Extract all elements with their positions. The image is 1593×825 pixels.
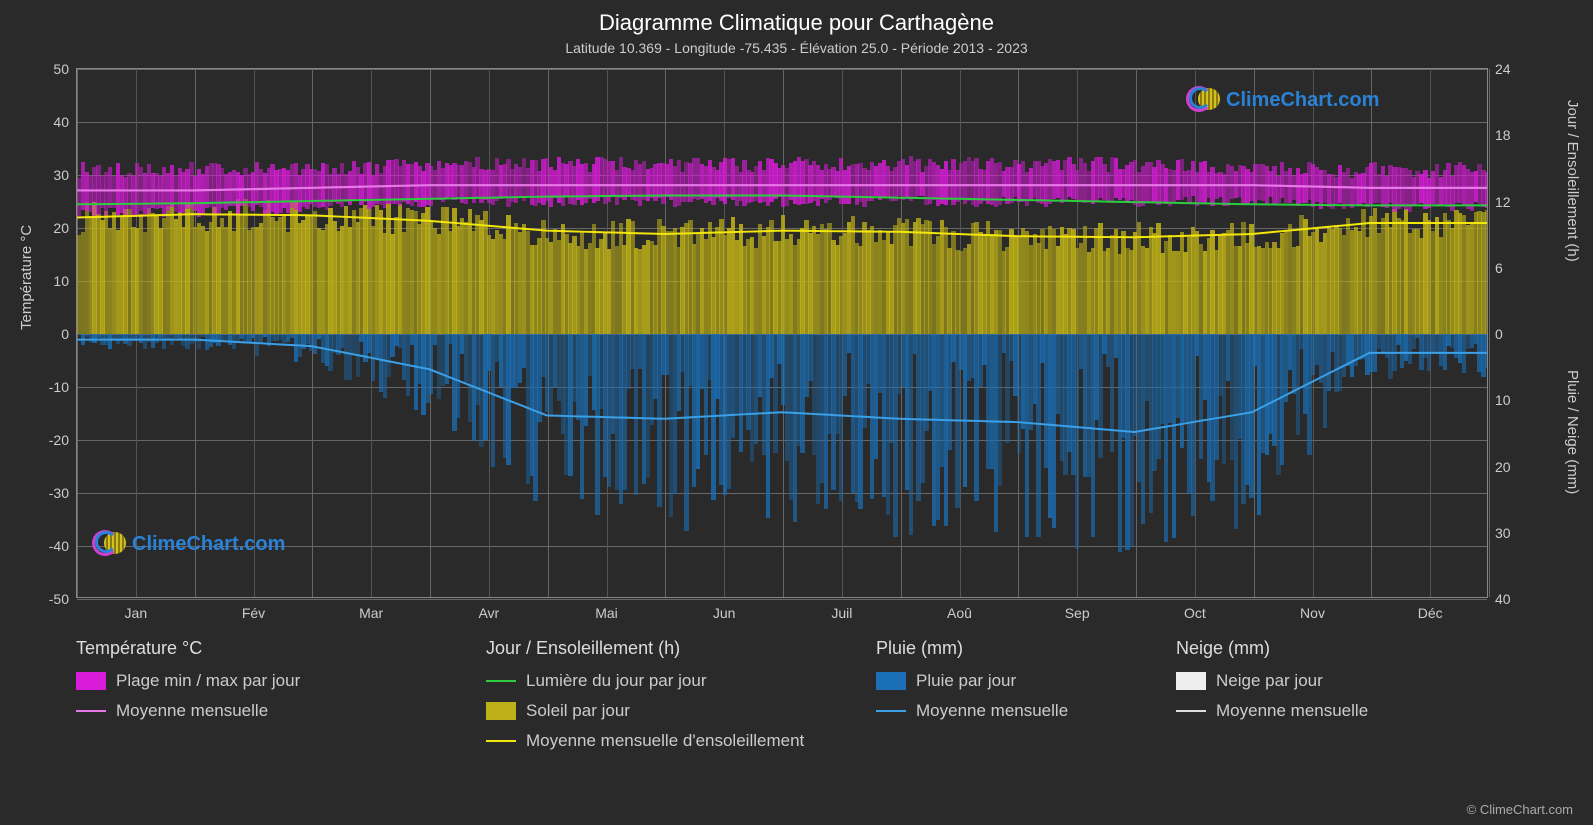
legend-label: Plage min / max par jour	[116, 671, 300, 691]
lines-layer	[77, 69, 1487, 597]
x-tick: Fév	[242, 597, 265, 621]
watermark: ClimeChart.com	[1186, 86, 1379, 114]
x-tick: Juil	[831, 597, 852, 621]
legend-daylight: Jour / Ensoleillement (h) Lumière du jour…	[486, 638, 804, 751]
legend-swatch	[1176, 672, 1206, 690]
y-tick-right: 12	[1487, 194, 1511, 210]
legend-swatch	[486, 740, 516, 742]
y-tick-right: 0	[1487, 326, 1503, 342]
legend-header: Jour / Ensoleillement (h)	[486, 638, 804, 659]
legend-swatch	[876, 710, 906, 712]
y-tick-left: -30	[49, 485, 77, 501]
y-tick-right: 10	[1487, 392, 1511, 408]
y-tick-right: 24	[1487, 61, 1511, 77]
legend-swatch	[876, 672, 906, 690]
x-tick: Nov	[1300, 597, 1325, 621]
y-tick-right: 18	[1487, 127, 1511, 143]
legend-item: Soleil par jour	[486, 701, 804, 721]
watermark: ClimeChart.com	[92, 530, 285, 558]
legend-swatch	[76, 672, 106, 690]
x-tick: Oct	[1184, 597, 1206, 621]
legend-item: Moyenne mensuelle d'ensoleillement	[486, 731, 804, 751]
y-tick-left: -20	[49, 432, 77, 448]
legend-swatch	[1176, 710, 1206, 712]
logo-icon	[1186, 86, 1220, 114]
y-tick-right: 20	[1487, 459, 1511, 475]
legend-swatch	[486, 702, 516, 720]
legend-header: Pluie (mm)	[876, 638, 1068, 659]
legend-label: Pluie par jour	[916, 671, 1016, 691]
plot-area: 50403020100-10-20-30-40-50 2418126010203…	[76, 68, 1488, 598]
legend-label: Moyenne mensuelle	[916, 701, 1068, 721]
y-axis-right-bottom-label: Pluie / Neige (mm)	[1564, 370, 1581, 494]
legend-temperature: Température °C Plage min / max par jour Mo…	[76, 638, 300, 721]
watermark-text: ClimeChart.com	[1226, 89, 1379, 112]
x-tick: Aoû	[947, 597, 972, 621]
climate-chart: Diagramme Climatique pour Carthagène Lat…	[0, 0, 1593, 825]
y-tick-left: -10	[49, 379, 77, 395]
chart-title: Diagramme Climatique pour Carthagène	[0, 0, 1593, 36]
legend-label: Moyenne mensuelle	[1216, 701, 1368, 721]
legend-item: Moyenne mensuelle	[876, 701, 1068, 721]
legend-swatch	[76, 710, 106, 712]
legend-item: Pluie par jour	[876, 671, 1068, 691]
legend-label: Lumière du jour par jour	[526, 671, 706, 691]
legend-header: Neige (mm)	[1176, 638, 1368, 659]
watermark-text: ClimeChart.com	[132, 533, 285, 556]
x-tick: Sep	[1065, 597, 1090, 621]
legend-rain: Pluie (mm) Pluie par jour Moyenne mensuell…	[876, 638, 1068, 721]
legend-label: Neige par jour	[1216, 671, 1323, 691]
copyright: © ClimeChart.com	[1467, 802, 1573, 817]
y-tick-right: 30	[1487, 525, 1511, 541]
y-axis-left-label: Température °C	[18, 225, 35, 330]
legend-label: Moyenne mensuelle	[116, 701, 268, 721]
y-tick-left: 0	[61, 326, 77, 342]
x-tick: Avr	[478, 597, 499, 621]
y-tick-left: 10	[53, 273, 77, 289]
y-tick-left: 30	[53, 167, 77, 183]
y-tick-right: 40	[1487, 591, 1511, 607]
logo-icon	[92, 530, 126, 558]
y-tick-right: 6	[1487, 260, 1503, 276]
y-tick-left: -40	[49, 538, 77, 554]
legend-item: Plage min / max par jour	[76, 671, 300, 691]
legend-item: Lumière du jour par jour	[486, 671, 804, 691]
legend-label: Soleil par jour	[526, 701, 630, 721]
x-tick: Jun	[713, 597, 736, 621]
chart-subtitle: Latitude 10.369 - Longitude -75.435 - Él…	[0, 40, 1593, 56]
y-tick-left: -50	[49, 591, 77, 607]
y-axis-right-top-label: Jour / Ensoleillement (h)	[1564, 100, 1581, 262]
x-tick: Jan	[125, 597, 148, 621]
x-tick: Mai	[595, 597, 618, 621]
y-tick-left: 20	[53, 220, 77, 236]
y-tick-left: 40	[53, 114, 77, 130]
x-tick: Mar	[359, 597, 383, 621]
legend-label: Moyenne mensuelle d'ensoleillement	[526, 731, 804, 751]
legend-snow: Neige (mm) Neige par jour Moyenne mensuell…	[1176, 638, 1368, 721]
legend-swatch	[486, 680, 516, 682]
y-tick-left: 50	[53, 61, 77, 77]
legend-item: Moyenne mensuelle	[76, 701, 300, 721]
legend-item: Moyenne mensuelle	[1176, 701, 1368, 721]
legend-item: Neige par jour	[1176, 671, 1368, 691]
x-tick: Déc	[1418, 597, 1443, 621]
legend-header: Température °C	[76, 638, 300, 659]
